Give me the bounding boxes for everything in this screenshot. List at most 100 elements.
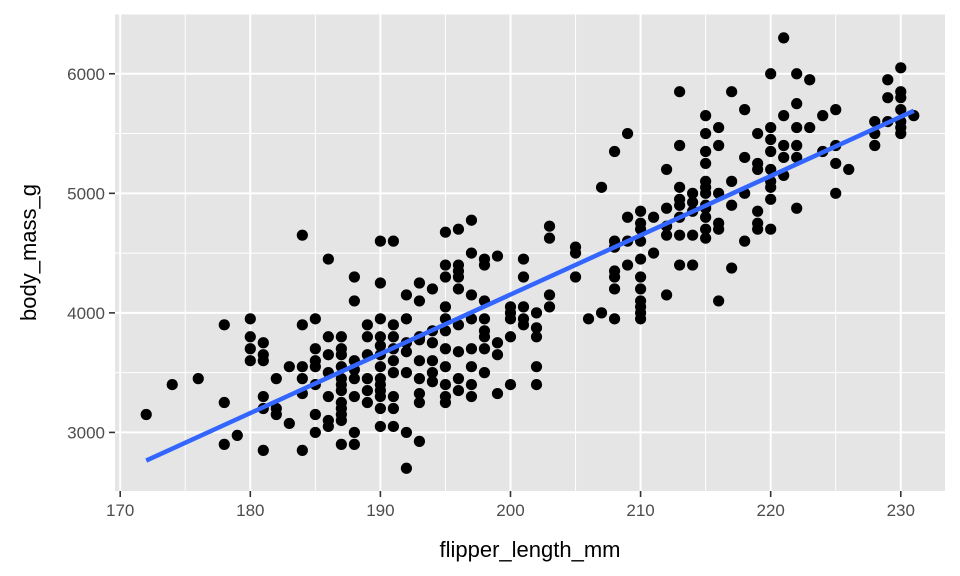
data-point <box>765 121 777 134</box>
data-point <box>700 211 712 223</box>
data-point <box>374 277 386 289</box>
data-point <box>869 139 881 152</box>
data-point <box>452 271 465 283</box>
data-point <box>465 247 478 259</box>
x-tick-label: 230 <box>887 501 915 520</box>
data-point <box>257 390 269 403</box>
data-point <box>426 355 439 367</box>
data-point <box>478 343 491 355</box>
data-point <box>543 301 556 313</box>
data-point <box>452 373 465 385</box>
data-point <box>387 420 400 433</box>
data-point <box>322 420 334 433</box>
data-point <box>400 313 413 325</box>
data-point <box>674 86 686 98</box>
data-point <box>387 331 400 343</box>
data-point <box>400 289 413 301</box>
data-point <box>882 92 894 104</box>
data-point <box>687 196 699 208</box>
data-point <box>543 220 556 232</box>
data-point <box>413 373 426 385</box>
data-point <box>660 289 673 301</box>
data-point <box>752 223 764 235</box>
data-point <box>608 145 621 158</box>
data-point <box>674 181 686 193</box>
data-point <box>765 163 777 176</box>
data-point <box>674 139 686 152</box>
data-point <box>322 349 334 361</box>
data-point <box>791 202 803 214</box>
data-point <box>400 367 413 379</box>
data-point <box>231 429 243 442</box>
major-gridlines <box>115 14 945 491</box>
data-point <box>413 355 426 367</box>
data-point <box>817 110 829 122</box>
data-point <box>765 68 777 80</box>
data-point <box>830 104 842 116</box>
y-tick-label: 5000 <box>67 184 105 203</box>
data-point <box>257 355 269 367</box>
data-point <box>348 438 360 450</box>
data-point <box>543 289 556 301</box>
data-point <box>752 127 764 140</box>
x-tick-label: 180 <box>236 501 264 520</box>
data-point <box>530 361 543 373</box>
data-point <box>439 325 452 337</box>
data-point <box>713 295 725 307</box>
data-point <box>244 313 256 325</box>
data-point <box>843 163 855 176</box>
data-point <box>569 247 582 259</box>
data-point <box>387 355 400 367</box>
data-point <box>218 438 230 450</box>
data-point <box>687 259 699 271</box>
data-point <box>348 295 360 307</box>
y-tick-label: 4000 <box>67 304 105 323</box>
data-point <box>218 396 230 409</box>
data-point <box>374 420 386 433</box>
data-point <box>270 373 282 385</box>
data-point <box>726 175 738 187</box>
data-point <box>530 307 543 319</box>
data-point <box>608 271 621 283</box>
data-point <box>895 104 907 116</box>
data-point <box>387 402 400 415</box>
data-point <box>595 181 608 193</box>
data-point <box>309 343 321 355</box>
data-point <box>517 301 530 313</box>
data-point <box>804 121 816 134</box>
data-point <box>491 349 504 361</box>
data-point <box>309 361 321 373</box>
data-point <box>426 376 439 388</box>
data-point <box>517 319 530 331</box>
data-point <box>687 229 699 241</box>
data-point <box>309 313 321 325</box>
data-point <box>739 235 751 247</box>
data-point <box>895 127 907 140</box>
data-point <box>647 247 660 259</box>
data-point <box>257 444 269 456</box>
data-point <box>530 379 543 391</box>
data-point <box>348 373 360 385</box>
data-point <box>713 139 725 152</box>
data-point <box>634 253 647 265</box>
data-point <box>791 139 803 152</box>
data-point <box>634 205 647 217</box>
data-point <box>166 379 178 391</box>
data-point <box>296 361 308 373</box>
data-point <box>452 346 465 358</box>
data-point <box>778 110 790 122</box>
data-point <box>348 390 360 403</box>
data-point <box>439 226 452 238</box>
data-point <box>452 283 465 295</box>
data-point <box>387 235 400 247</box>
data-point <box>700 232 712 244</box>
data-point <box>361 384 373 397</box>
data-point <box>882 74 894 86</box>
data-point <box>335 414 347 427</box>
data-point <box>439 271 452 283</box>
data-point <box>374 235 386 247</box>
data-point <box>465 289 478 301</box>
data-point <box>700 187 712 199</box>
data-point <box>504 331 517 343</box>
